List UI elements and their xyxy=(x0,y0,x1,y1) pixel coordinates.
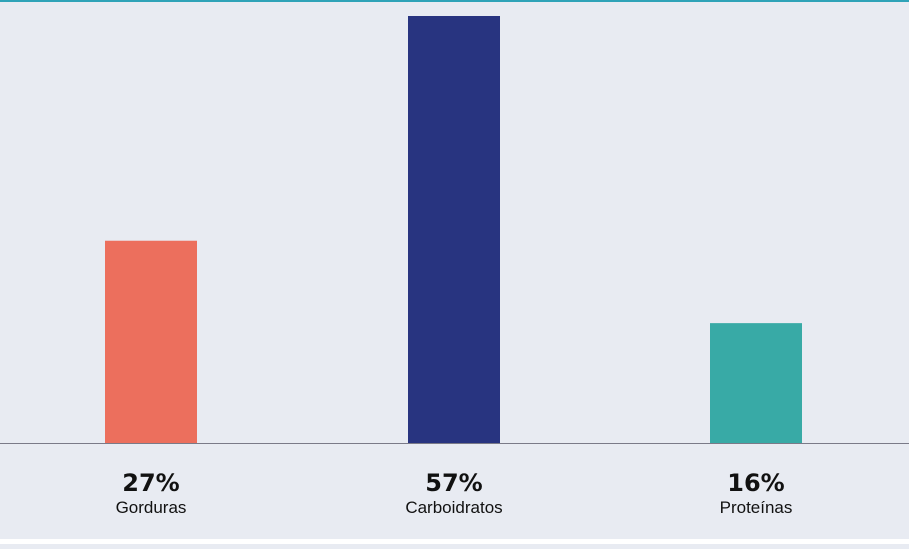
bar-proteinas xyxy=(710,323,802,443)
bar-carboidratos xyxy=(408,16,500,443)
bottom-strip xyxy=(0,539,909,544)
bars-group xyxy=(105,16,802,443)
category-label: Proteínas xyxy=(720,498,793,517)
top-accent-rule xyxy=(0,0,909,2)
value-label: 57% xyxy=(425,469,482,497)
category-label: Carboidratos xyxy=(405,498,502,517)
labels-group: 27%Gorduras 57%Carboidratos 16%Proteínas xyxy=(116,469,793,517)
category-label: Gorduras xyxy=(116,498,187,517)
value-label: 27% xyxy=(122,469,179,497)
value-label: 16% xyxy=(727,469,784,497)
bar-gorduras xyxy=(105,240,197,443)
